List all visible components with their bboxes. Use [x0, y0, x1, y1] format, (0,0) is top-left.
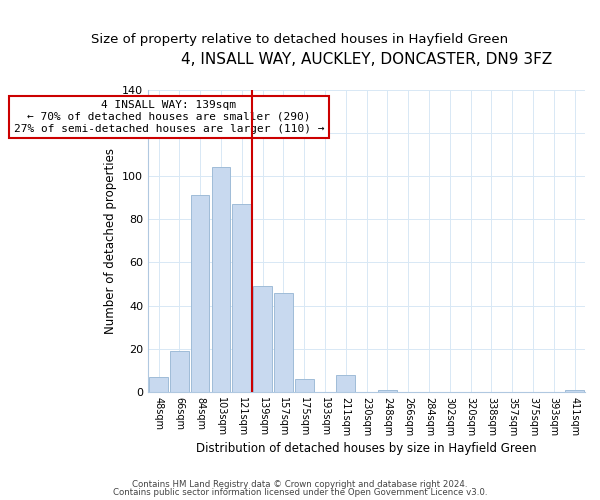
Bar	[565, 390, 584, 392]
Text: Size of property relative to detached houses in Hayfield Green: Size of property relative to detached ho…	[91, 32, 509, 46]
X-axis label: Distribution of detached houses by size in Hayfield Green: Distribution of detached houses by size …	[196, 442, 537, 455]
Y-axis label: Number of detached properties: Number of detached properties	[104, 148, 116, 334]
Bar	[253, 286, 272, 392]
Bar	[295, 379, 314, 392]
Bar	[191, 196, 209, 392]
Text: 4 INSALL WAY: 139sqm
← 70% of detached houses are smaller (290)
27% of semi-deta: 4 INSALL WAY: 139sqm ← 70% of detached h…	[14, 100, 324, 134]
Bar	[274, 292, 293, 392]
Text: Contains HM Land Registry data © Crown copyright and database right 2024.: Contains HM Land Registry data © Crown c…	[132, 480, 468, 489]
Bar	[232, 204, 251, 392]
Bar	[170, 351, 188, 392]
Bar	[149, 377, 168, 392]
Bar	[212, 168, 230, 392]
Text: Contains public sector information licensed under the Open Government Licence v3: Contains public sector information licen…	[113, 488, 487, 497]
Bar	[378, 390, 397, 392]
Title: 4, INSALL WAY, AUCKLEY, DONCASTER, DN9 3FZ: 4, INSALL WAY, AUCKLEY, DONCASTER, DN9 3…	[181, 52, 552, 68]
Bar	[337, 375, 355, 392]
